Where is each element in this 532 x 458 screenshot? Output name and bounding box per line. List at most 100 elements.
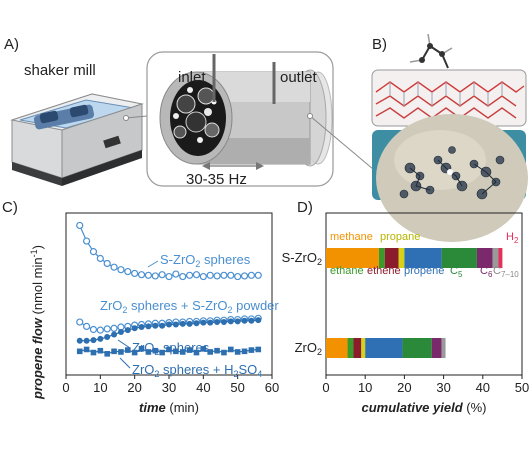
data-point (214, 347, 220, 354)
bar-segment-c6 (476, 248, 493, 268)
data-point (248, 347, 255, 353)
bar-segment-c6 (431, 338, 442, 358)
data-point (76, 221, 84, 230)
data-point (241, 348, 248, 355)
data-point (96, 254, 104, 263)
data-point (158, 271, 166, 279)
data-point (255, 317, 262, 324)
data-point (234, 318, 241, 325)
data-point (118, 349, 124, 355)
panel-a-label: A) (4, 36, 19, 53)
series-3 (76, 346, 262, 357)
x-tick-label: 30 (436, 380, 450, 395)
data-point (193, 320, 200, 327)
data-point (227, 271, 235, 279)
data-point (76, 348, 83, 355)
data-point (138, 324, 145, 331)
x-tick-label: 20 (127, 380, 141, 395)
data-point (145, 323, 152, 330)
x-tick-label: 0 (62, 380, 69, 395)
data-point (124, 267, 132, 276)
data-point (193, 349, 200, 356)
panel-b-label: B) (372, 36, 387, 53)
data-point (82, 237, 91, 245)
bar-segment-propene (404, 248, 442, 268)
data-point (179, 349, 186, 355)
segment-label-c7-10: C7–10 (493, 265, 519, 279)
data-point (206, 271, 214, 279)
data-point (111, 348, 117, 355)
data-point (111, 331, 118, 338)
data-point (131, 269, 139, 278)
data-point (186, 347, 193, 353)
category-label-s-zro2: S-ZrO2 (282, 250, 322, 267)
data-point (117, 266, 125, 274)
data-point (166, 346, 172, 353)
chart-d-bars (326, 248, 503, 358)
bar-segment-methane (326, 338, 348, 358)
data-point (124, 327, 131, 334)
data-point (173, 348, 179, 355)
data-point (200, 346, 207, 352)
data-point (104, 333, 111, 340)
data-point (131, 325, 138, 332)
shaker-mill-label: shaker mill (24, 62, 96, 79)
data-point (131, 349, 138, 356)
series-0 (76, 221, 262, 281)
x-tick-label: 0 (322, 380, 329, 395)
panel-c-label: C) (2, 199, 18, 216)
data-point (145, 349, 152, 355)
panel-b: B) (371, 33, 528, 242)
series-label-s-zro2-spheres: S-ZrO2 spheres (160, 252, 251, 269)
chart-d-x-ticks: 0 10 20 30 40 50 (322, 375, 529, 395)
series-2 (76, 317, 262, 344)
data-point (213, 272, 221, 280)
bar-segment-ethene (384, 248, 399, 268)
chart-d-xlabel: cumulative yield (%) (362, 400, 487, 415)
data-point (104, 351, 110, 357)
data-point (200, 319, 207, 326)
data-point (97, 347, 104, 354)
panel-d-label: D) (297, 199, 313, 216)
catalyst-sphere-illustration (372, 114, 528, 242)
data-point (90, 349, 97, 356)
data-point (103, 259, 111, 268)
data-point (76, 318, 84, 326)
frequency-label: 30-35 Hz (186, 171, 247, 188)
data-point (117, 329, 124, 336)
chart-d-plot-frame (325, 212, 523, 376)
data-point (254, 271, 262, 279)
data-point (234, 349, 241, 355)
data-point (220, 271, 228, 279)
outlet-label: outlet (280, 69, 318, 86)
x-tick-label: 40 (196, 380, 210, 395)
data-point (110, 263, 118, 271)
bar-segment-c5 (402, 338, 432, 358)
frequency-arrow-icon (202, 162, 264, 170)
panel-a: A) shaker mill (4, 36, 387, 188)
x-tick-label: 50 (515, 380, 529, 395)
inlet-label: inlet (178, 69, 206, 86)
data-point (90, 337, 97, 344)
segment-label-c6: C6 (480, 265, 493, 279)
x-tick-label: 50 (230, 380, 244, 395)
data-point (82, 322, 91, 330)
bar-segment-ethane (347, 338, 354, 358)
series-label-zro2-s-zro2-powder: ZrO2 spheres + S-ZrO2 powder (100, 298, 279, 315)
panel-d: D) 0 10 20 30 40 50 S-ZrO2 ZrO2 methane propa… (282, 199, 530, 415)
data-point (96, 326, 104, 334)
data-point (159, 322, 166, 329)
segment-label-propene: propene (404, 265, 444, 277)
chart-c-series (76, 221, 262, 357)
x-tick-label: 20 (397, 380, 411, 395)
data-point (83, 337, 90, 344)
bar-segment-propane (398, 248, 405, 268)
data-point (179, 320, 186, 327)
data-point (207, 349, 213, 355)
data-point (172, 270, 180, 278)
data-point (110, 324, 118, 332)
data-point (97, 335, 104, 342)
chart-c-xlabel: time (min) (139, 400, 199, 415)
data-point (228, 346, 234, 353)
